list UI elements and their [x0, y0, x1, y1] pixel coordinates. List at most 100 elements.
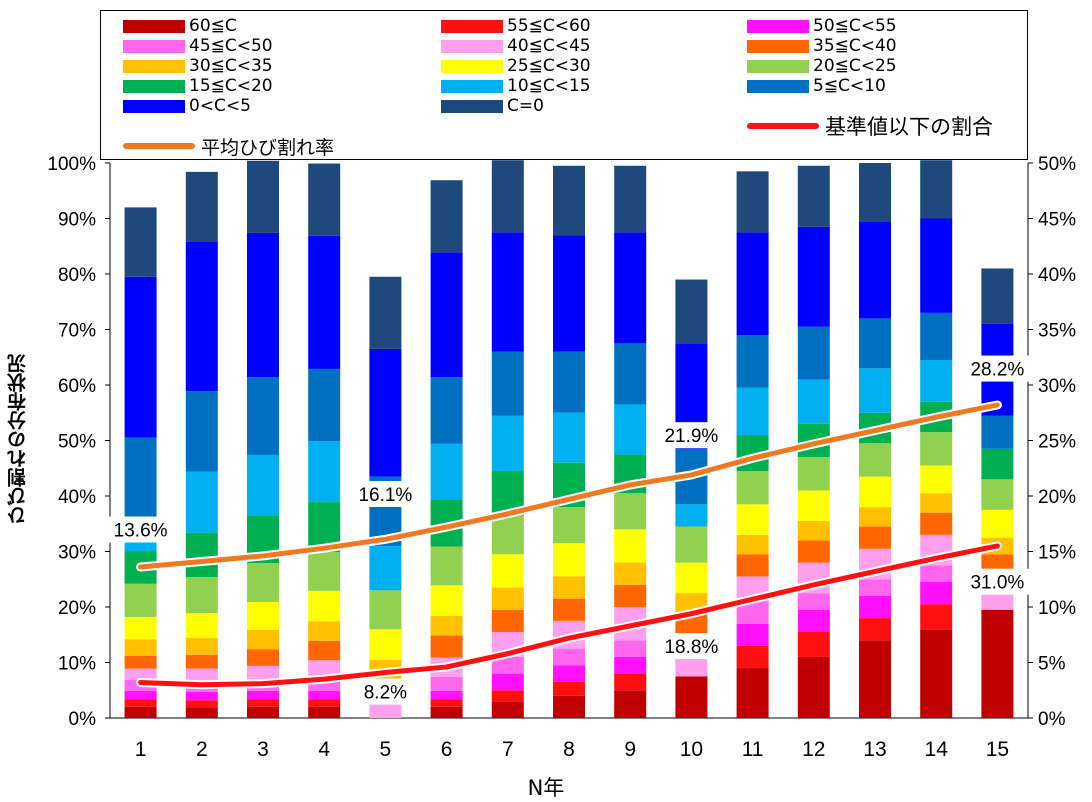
bar-segment — [859, 368, 891, 413]
bar-segment — [675, 504, 708, 527]
legend-swatch — [441, 39, 503, 53]
bar-segment — [491, 415, 524, 472]
bar-segment — [491, 609, 524, 632]
y-tick-label: 10% — [58, 654, 96, 675]
bar-segment — [797, 609, 830, 632]
legend-swatch — [123, 59, 185, 73]
y-tick-label: 80% — [58, 265, 96, 286]
legend-item: 0<C<5 — [123, 95, 251, 117]
bar-segment — [247, 232, 279, 378]
legend-swatch — [441, 59, 503, 73]
bar-segment — [430, 635, 463, 658]
bar-segment — [308, 621, 341, 641]
x-tick-label: 14 — [925, 738, 949, 761]
y-tick-label: 60% — [58, 376, 96, 397]
legend-swatch — [123, 19, 185, 33]
bar-segment — [614, 232, 647, 344]
data-label-bg — [356, 678, 415, 705]
bar-segment — [736, 534, 769, 555]
data-label: 16.1% — [358, 485, 412, 506]
bar-segment — [124, 699, 157, 707]
data-label: 8.2% — [364, 683, 407, 704]
bar-segment — [736, 554, 769, 577]
bar-segment — [797, 326, 830, 380]
bar-segment — [614, 343, 647, 405]
bar-segment — [553, 165, 585, 236]
x-tick-label: 5 — [380, 738, 392, 761]
bar-segment — [491, 656, 524, 674]
bar-segment — [797, 540, 830, 563]
bar-segment — [920, 160, 953, 219]
bar-segment — [797, 656, 830, 718]
bar-segment — [124, 583, 157, 617]
bar-segment — [185, 654, 218, 669]
bar-segment — [553, 665, 585, 682]
y2-tick-label: 0% — [1038, 709, 1066, 730]
bar-segment — [859, 507, 891, 527]
y-tick-label: 100% — [47, 154, 96, 175]
bar-segment — [859, 526, 891, 549]
bar-segment — [185, 700, 218, 709]
y2-tick-label: 30% — [1038, 376, 1076, 397]
bar-segment — [430, 252, 463, 378]
bar-segment — [430, 706, 463, 718]
series-line — [138, 543, 1000, 688]
data-label-bg — [962, 355, 1032, 382]
bar-segment — [797, 593, 830, 610]
bar-segment — [185, 708, 218, 718]
y2-tick-label: 10% — [1038, 598, 1076, 619]
y2-tick-label: 40% — [1038, 265, 1076, 286]
bar-segment — [920, 629, 953, 718]
bar-segment — [553, 648, 585, 666]
legend-label: 5≦C<10 — [813, 76, 886, 96]
bar-segment — [247, 690, 279, 700]
bar-segment — [369, 629, 402, 660]
legend-item: 60≦C — [123, 15, 237, 37]
bar-segment — [491, 701, 524, 718]
data-label: 13.6% — [114, 521, 168, 542]
bar-segment — [124, 207, 157, 277]
legend-item: 5≦C<10 — [747, 75, 886, 97]
bar-segment — [736, 335, 769, 388]
data-label-bg — [656, 422, 726, 449]
legend-label: 20≦C<25 — [813, 56, 897, 76]
y-axis-title: ひび割れの分布状況 — [7, 354, 29, 526]
y-tick-label: 90% — [58, 210, 96, 231]
bar-segment — [797, 379, 830, 424]
y-tick-label: 50% — [58, 432, 96, 453]
bar-segment — [736, 645, 769, 669]
bar-segment — [797, 520, 830, 541]
bar-segment — [859, 640, 891, 718]
bar-segment — [185, 638, 218, 655]
bar-segment — [247, 699, 279, 707]
legend-label: 25≦C<30 — [507, 56, 591, 76]
data-label: 31.0% — [970, 573, 1024, 594]
bar-segment — [308, 679, 341, 691]
bar-segment — [369, 590, 402, 630]
bar-segment — [185, 577, 218, 614]
bar-segment — [981, 448, 1014, 480]
legend: 60≦C 55≦C<60 50≦C<55 45≦C<50 40≦C<45 35≦C<40 3… — [100, 10, 1028, 160]
legend-label: C=0 — [507, 96, 544, 116]
bar-segment — [308, 441, 341, 503]
bar-segment — [797, 490, 830, 521]
bar-segment — [981, 268, 1014, 324]
bar-segment — [920, 465, 953, 494]
legend-swatch — [123, 39, 185, 53]
bar-segment — [553, 235, 585, 352]
bar-segment — [920, 360, 953, 402]
legend-item: 20≦C<25 — [747, 55, 897, 77]
bar-segment — [247, 629, 279, 650]
bar-segment — [247, 649, 279, 666]
legend-label: 40≦C<45 — [507, 36, 591, 56]
data-label-bg — [656, 633, 726, 660]
x-tick-label: 8 — [563, 738, 575, 761]
y2-tick-label: 25% — [1038, 432, 1076, 453]
bar-segment — [675, 526, 708, 563]
legend-swatch — [441, 79, 503, 93]
bar-segment — [247, 454, 279, 516]
bar-segment — [430, 546, 463, 586]
bar-segment — [614, 404, 647, 455]
bar-segment — [614, 690, 647, 718]
bar-segment — [369, 348, 402, 477]
